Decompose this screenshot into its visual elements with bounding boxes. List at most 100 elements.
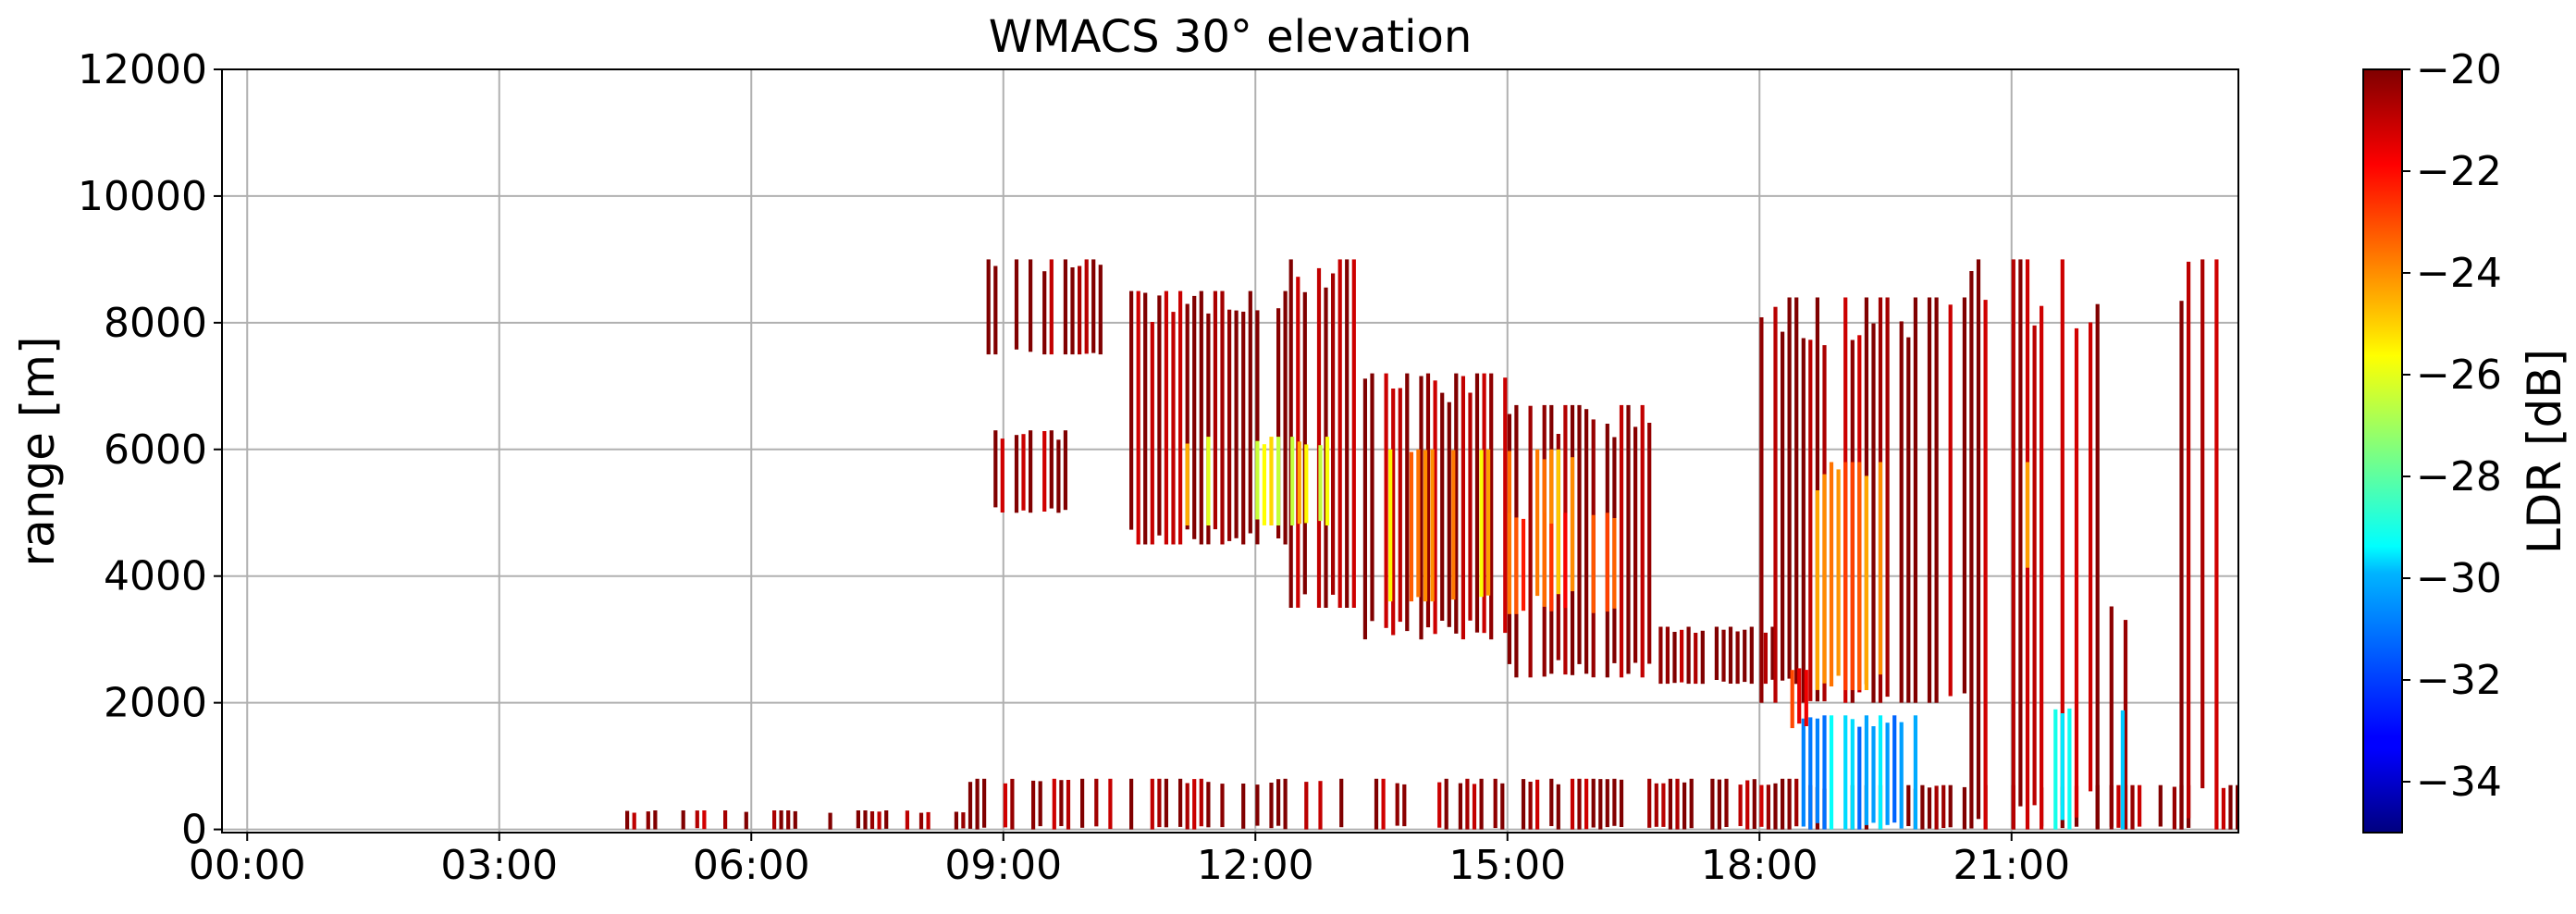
ldr-cell <box>1178 778 1183 827</box>
ldr-cell <box>1384 373 1388 628</box>
colorbar-tick-label: −22 <box>2416 148 2502 195</box>
ldr-cell <box>2109 606 2114 830</box>
ldr-cell <box>2123 620 2128 830</box>
ldr-cell <box>1094 778 1099 827</box>
ldr-cell <box>1843 715 1848 830</box>
ldr-cell <box>1787 297 1792 679</box>
ldr-cell <box>1598 779 1603 830</box>
ldr-cell <box>1164 778 1168 828</box>
ldr-cell <box>1185 783 1189 830</box>
ldr-cell <box>1433 380 1437 635</box>
ldr-cell <box>1014 435 1019 513</box>
ldr-cell <box>1556 784 1560 830</box>
ldr-cell <box>1003 783 1007 828</box>
ldr-cell <box>1255 784 1260 826</box>
y-tick-label: 6000 <box>104 426 207 474</box>
ldr-cell <box>1665 626 1670 685</box>
ldr-cell <box>1759 317 1764 703</box>
ldr-cell <box>1686 626 1691 685</box>
ldr-cell <box>1213 290 1217 530</box>
ldr-cell <box>1493 778 1498 829</box>
ldr-cell <box>1398 388 1402 623</box>
ldr-cell <box>1892 715 1897 823</box>
ldr-cell <box>1770 626 1775 680</box>
chart-title: WMACS 30° elevation <box>989 11 1473 63</box>
ldr-cell <box>1752 779 1756 829</box>
ldr-cell <box>1801 338 1806 703</box>
ldr-cell <box>869 811 875 829</box>
ldr-cell <box>2089 322 2093 792</box>
ldr-cell <box>1150 322 1154 545</box>
ldr-cell <box>1584 778 1589 830</box>
y-tick-label: 2000 <box>104 680 207 727</box>
ldr-cell <box>1675 778 1680 830</box>
ldr-cell <box>1563 513 1568 609</box>
ldr-cell <box>1362 378 1367 640</box>
ldr-cell <box>1941 784 1946 828</box>
ldr-cell <box>1276 437 1281 525</box>
ldr-cell <box>1556 449 1560 595</box>
ldr-cell <box>1948 304 1953 697</box>
colorbar-tick-label: −28 <box>2416 453 2502 500</box>
ldr-cell <box>1672 632 1677 684</box>
ldr-cell <box>1056 439 1061 513</box>
ldr-cell <box>1680 629 1684 683</box>
ldr-cell <box>968 782 973 829</box>
ldr-cell <box>2040 305 2044 830</box>
ldr-cell <box>1899 321 1904 703</box>
ldr-cell <box>1255 310 1260 545</box>
ldr-cell <box>1514 517 1519 614</box>
ldr-cell <box>1857 462 1862 690</box>
ldr-cell <box>1927 297 1932 703</box>
ldr-cell <box>1759 784 1764 827</box>
ldr-cell <box>1658 626 1663 685</box>
colorbar-tick-label: −24 <box>2416 250 2502 297</box>
ldr-cell <box>1458 783 1462 830</box>
ldr-cell <box>1052 778 1056 830</box>
ldr-cell <box>2018 259 2023 807</box>
ldr-cell <box>1066 780 1071 830</box>
ldr-cell <box>1345 259 1350 608</box>
ldr-cell <box>1570 457 1575 592</box>
ldr-cell <box>1528 405 1533 678</box>
x-tick-label: 09:00 <box>944 842 1062 889</box>
ldr-cell <box>1337 259 1342 608</box>
ldr-cell <box>1605 779 1609 828</box>
ldr-cell <box>1549 524 1554 611</box>
ldr-cell <box>856 810 860 829</box>
ldr-cell <box>1206 437 1211 525</box>
ldr-cell <box>1549 778 1554 826</box>
ldr-cell <box>2221 787 2225 830</box>
ldr-cell <box>1136 290 1140 545</box>
ldr-cell <box>1962 297 1966 694</box>
ldr-cell <box>2158 784 2163 827</box>
ldr-cell <box>1316 267 1322 608</box>
ldr-cell <box>1444 778 1448 830</box>
ldr-cell <box>1171 312 1176 545</box>
heatmap-layer <box>625 259 2238 830</box>
ldr-cell <box>1078 266 1082 355</box>
ldr-cell <box>1199 290 1203 545</box>
ldr-cell <box>1763 632 1768 685</box>
ldr-cell <box>2138 784 2142 827</box>
ldr-cell <box>1164 290 1168 545</box>
x-tick-label: 21:00 <box>1953 842 2070 889</box>
ldr-cell <box>2067 708 2072 830</box>
ldr-cell <box>1521 518 1526 611</box>
y-tick-label: 10000 <box>78 173 207 220</box>
ldr-cell <box>1500 783 1505 830</box>
ldr-cell <box>1388 449 1393 602</box>
ldr-cell <box>1521 779 1526 830</box>
ldr-cell <box>702 810 707 830</box>
ldr-cell <box>1871 323 1876 703</box>
ldr-cell <box>1619 779 1624 827</box>
ldr-cell <box>1374 778 1379 830</box>
ldr-cell <box>863 810 868 830</box>
plot-frame <box>221 68 2239 834</box>
ldr-cell <box>1080 778 1085 828</box>
ldr-cell <box>1920 784 1925 830</box>
y-axis: 0 2000 4000 6000 8000 10000 12000 <box>78 46 222 854</box>
ldr-cell <box>1528 782 1533 830</box>
ldr-cell <box>1302 291 1307 595</box>
ldr-cell <box>1969 271 1974 829</box>
